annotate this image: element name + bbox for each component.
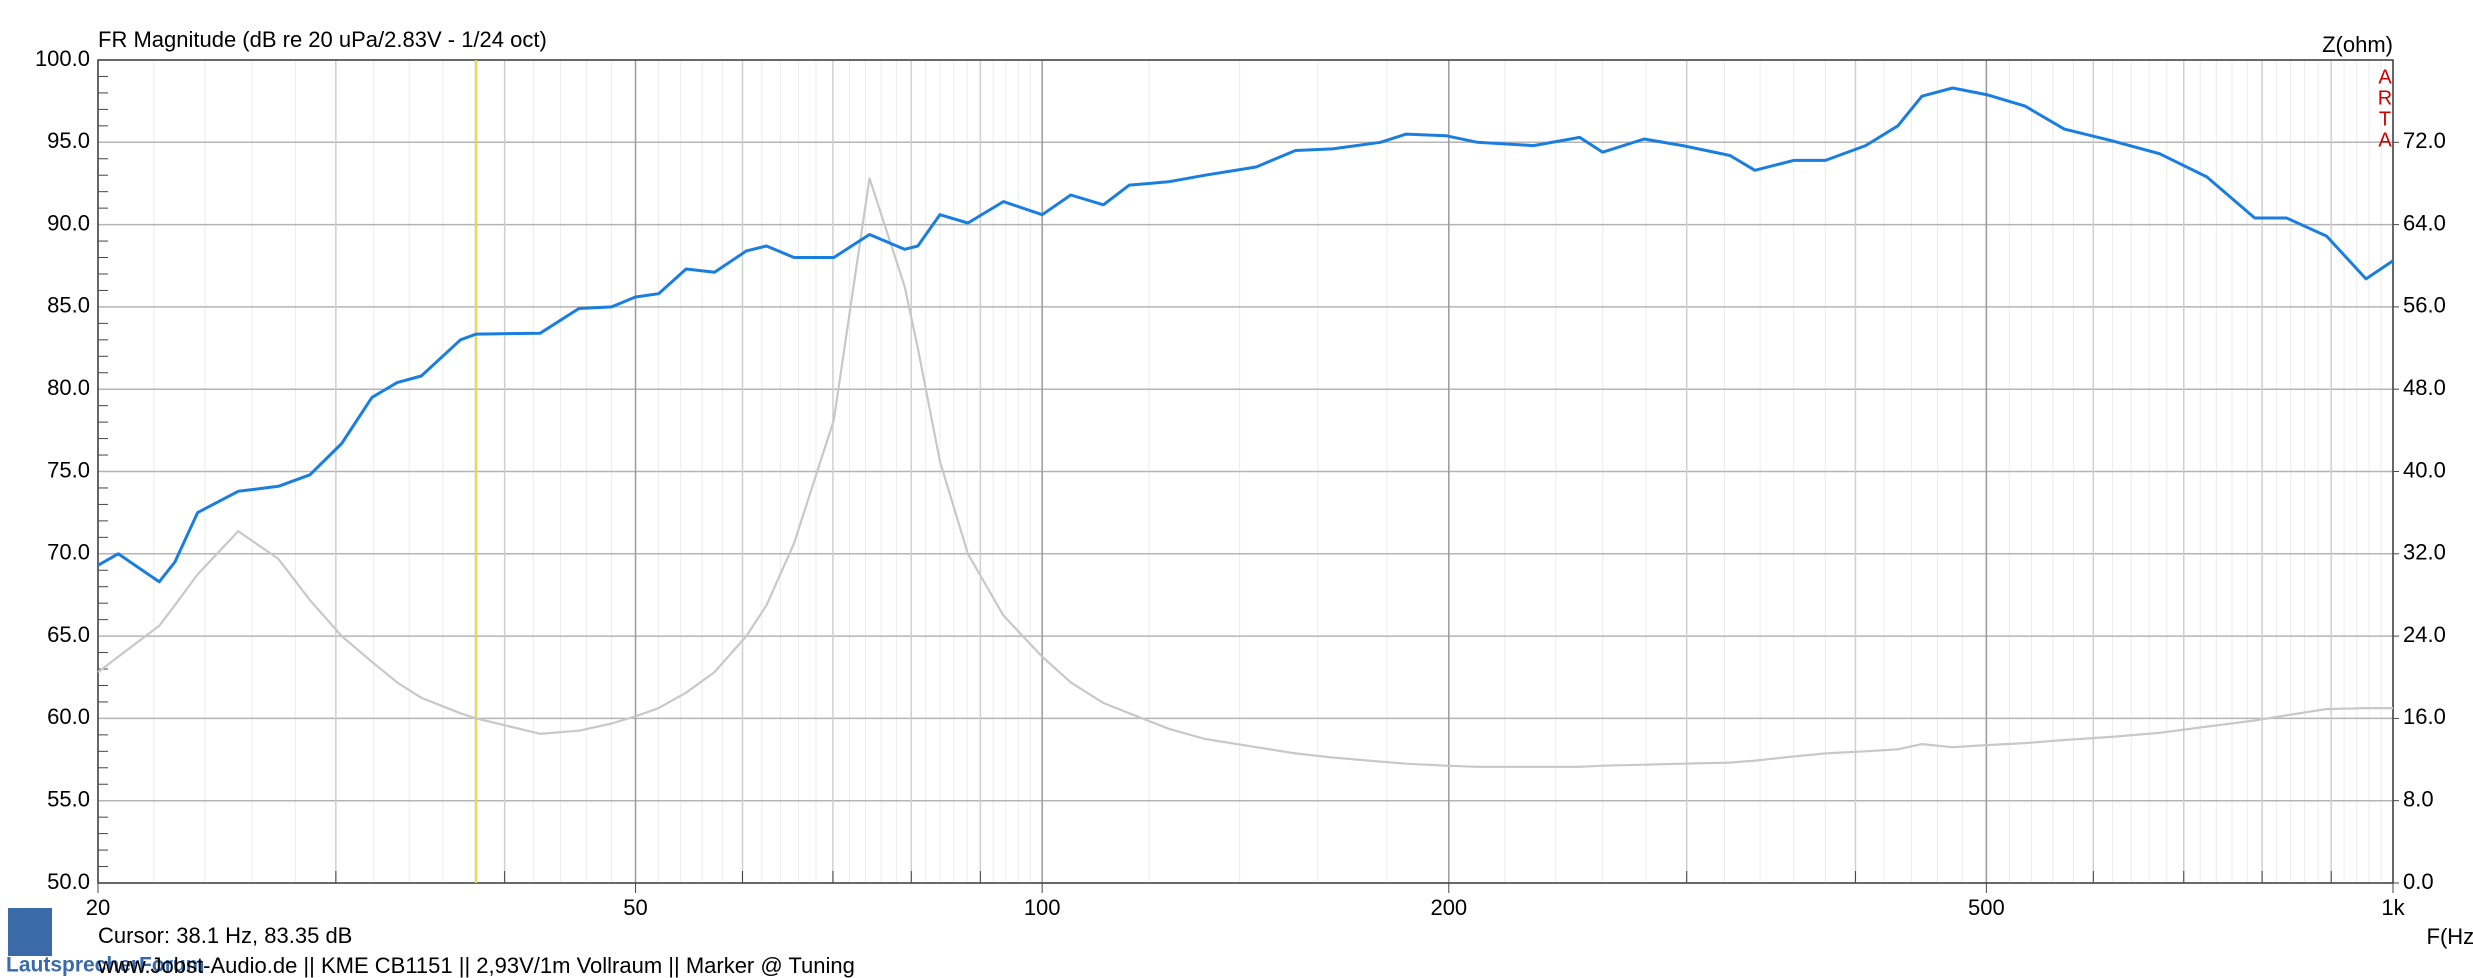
y2-tick-label: 24.0 (2403, 622, 2446, 647)
y-tick-label: 75.0 (47, 457, 90, 482)
y-tick-label: 55.0 (47, 787, 90, 812)
y2-tick-label: 64.0 (2403, 210, 2446, 235)
y2-tick-label: 0.0 (2403, 869, 2434, 894)
x-tick-label: 1k (2381, 895, 2405, 920)
series-line (97, 177, 2393, 768)
x-tick-label: 100 (1024, 895, 1061, 920)
plot-frame (97, 59, 2394, 884)
brand-letter: T (2379, 108, 2391, 130)
y-tick-label: 50.0 (47, 869, 90, 894)
footer: www.Jobst-Audio.de || KME CB1151 || 2,93… (97, 953, 855, 978)
y-tick-label: 90.0 (47, 210, 90, 235)
y-tick-label: 85.0 (47, 293, 90, 318)
x-tick-label: 200 (1430, 895, 1467, 920)
y2-tick-label: 16.0 (2403, 704, 2446, 729)
y2-tick-label: 48.0 (2403, 375, 2446, 400)
x-tick-label: 50 (623, 895, 647, 920)
y-tick-label: 70.0 (47, 540, 90, 565)
logo-text: LautsprecherForum (6, 954, 204, 977)
y-tick-label: 100.0 (35, 46, 90, 71)
y-tick-label: 95.0 (47, 128, 90, 153)
y-tick-label: 80.0 (47, 375, 90, 400)
x-axis-label: F(Hz) (2427, 924, 2473, 949)
brand-letter: A (2378, 66, 2392, 88)
y2-tick-label: 32.0 (2403, 540, 2446, 565)
y-tick-label: 60.0 (47, 704, 90, 729)
x-tick-label: 500 (1968, 895, 2005, 920)
chart-title: FR Magnitude (dB re 20 uPa/2.83V - 1/24 … (98, 27, 547, 52)
logo-icon (8, 908, 52, 956)
series-line (97, 86, 2394, 584)
y2-tick-label: 56.0 (2403, 293, 2446, 318)
y-tick-label: 65.0 (47, 622, 90, 647)
y2-tick-label: 8.0 (2403, 787, 2434, 812)
cursor-readout: Cursor: 38.1 Hz, 83.35 dB (98, 923, 352, 948)
y2-tick-label: 40.0 (2403, 457, 2446, 482)
x-tick-label: 20 (86, 895, 110, 920)
y2-tick-label: 72.0 (2403, 128, 2446, 153)
y2-axis-label: Z(ohm) (2322, 32, 2393, 57)
brand-letter: R (2378, 87, 2392, 109)
brand-letter: A (2378, 129, 2392, 151)
